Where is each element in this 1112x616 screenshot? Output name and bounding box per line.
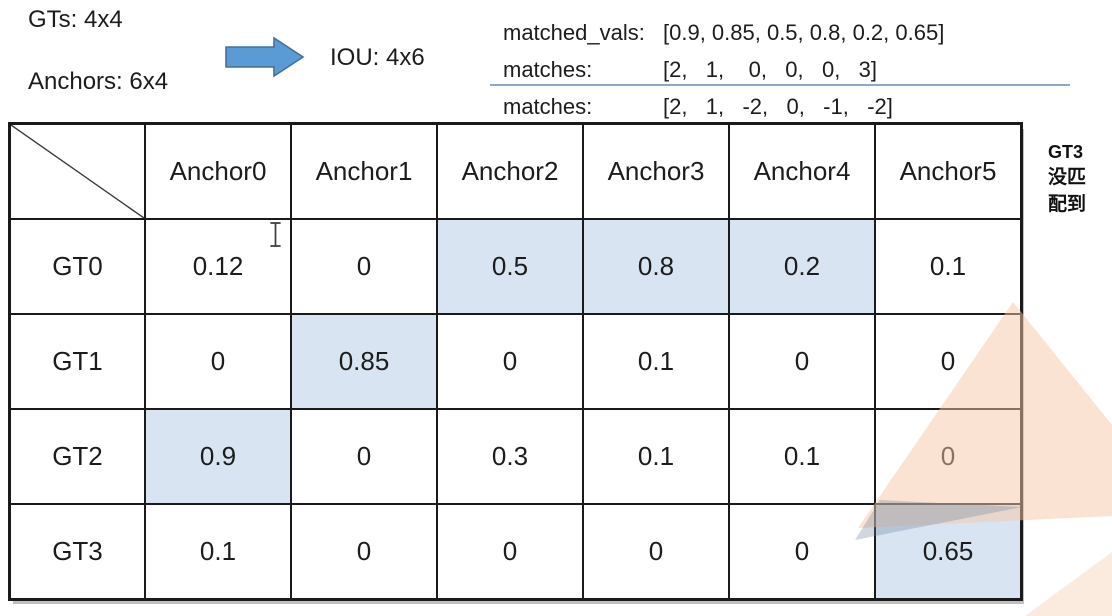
gts-size-label: GTs: 4x4 [28, 6, 123, 33]
row-label-gt1: GT1 [10, 314, 145, 409]
iou-cell: 0 [583, 504, 729, 599]
iou-cell: 0 [291, 409, 437, 504]
iou-cell: 0 [729, 504, 875, 599]
table-corner-cell [10, 124, 145, 219]
iou-cell: 0.65 [875, 504, 1021, 599]
iou-size-label: IOU: 4x6 [330, 44, 425, 71]
row-label-gt0: GT0 [10, 219, 145, 314]
matches-value-2: [2, 1, -2, 0, -1, -2] [663, 93, 893, 119]
col-header-anchor2: Anchor2 [437, 124, 583, 219]
col-header-anchor4: Anchor4 [729, 124, 875, 219]
gt3-note-line1: 没匹 [1048, 167, 1087, 188]
matched-vals-label: matched_vals: [503, 19, 645, 45]
iou-cell: 0.1 [729, 409, 875, 504]
iou-cell: 0.1 [875, 219, 1021, 314]
iou-cell: 0 [437, 314, 583, 409]
iou-cell: 0.1 [583, 409, 729, 504]
iou-cell: 0.1 [583, 314, 729, 409]
matches-row-2: matches: [2, 1, -2, 0, -1, -2] [503, 88, 1103, 125]
col-header-anchor0: Anchor0 [145, 124, 291, 219]
col-header-anchor1: Anchor1 [291, 124, 437, 219]
row-label-gt2: GT2 [10, 409, 145, 504]
matches-label-1: matches: [503, 56, 593, 82]
diagonal-line [11, 125, 144, 218]
iou-cell: 0.85 [291, 314, 437, 409]
iou-cell: 0.1 [145, 504, 291, 599]
iou-cell: 0.2 [729, 219, 875, 314]
matches-row-1: matches: [2, 1, 0, 0, 0, 3] [503, 51, 1103, 88]
matches-value-1: [2, 1, 0, 0, 0, 3] [663, 56, 877, 82]
iou-cell: 0.8 [583, 219, 729, 314]
iou-cell: 0.3 [437, 409, 583, 504]
right-arrow-icon [225, 36, 305, 78]
iou-cell: 0.5 [437, 219, 583, 314]
gt3-unmatched-note: GT3 没匹 配到 [1048, 140, 1108, 218]
iou-cell: 0 [437, 504, 583, 599]
col-header-anchor3: Anchor3 [583, 124, 729, 219]
iou-cell: 0.9 [145, 409, 291, 504]
row-label-gt3: GT3 [10, 504, 145, 599]
iou-cell: 0 [291, 219, 437, 314]
iou-table: Anchor0 Anchor1 Anchor2 Anchor3 Anchor4 … [8, 122, 1023, 601]
matches-label-2: matches: [503, 93, 593, 119]
matched-vals-value: [0.9, 0.85, 0.5, 0.8, 0.2, 0.65] [663, 19, 945, 45]
iou-cell: 0 [875, 409, 1021, 504]
matches-separator-line [490, 84, 1070, 86]
matched-vals-row: matched_vals: [0.9, 0.85, 0.5, 0.8, 0.2,… [503, 14, 1103, 51]
iou-cell: 0 [875, 314, 1021, 409]
gt3-note-title: GT3 [1048, 142, 1084, 162]
anchors-size-label: Anchors: 6x4 [28, 68, 169, 95]
gt3-note-line2: 配到 [1048, 194, 1087, 215]
iou-cell: 0 [729, 314, 875, 409]
iou-cell: 0 [145, 314, 291, 409]
iou-cell: 0 [291, 504, 437, 599]
iou-cell: 0.12 [145, 219, 291, 314]
match-info-block: matched_vals: [0.9, 0.85, 0.5, 0.8, 0.2,… [503, 14, 1103, 125]
col-header-anchor5: Anchor5 [875, 124, 1021, 219]
